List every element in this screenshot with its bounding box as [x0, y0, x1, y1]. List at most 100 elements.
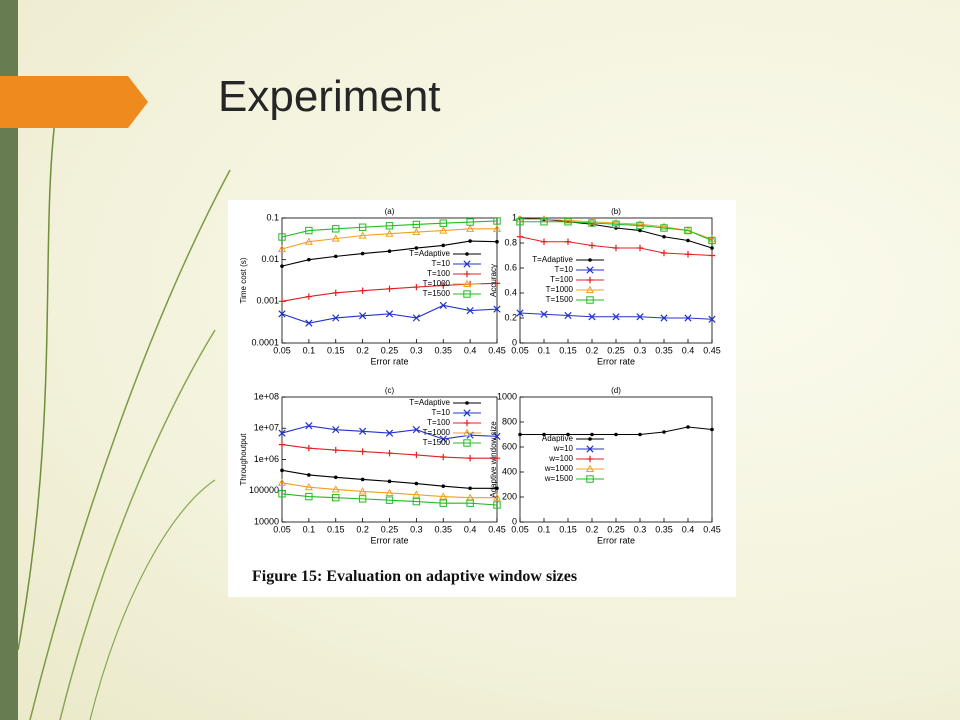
marker — [278, 233, 286, 241]
marker — [439, 435, 447, 443]
marker — [587, 217, 597, 225]
x-tick-label: 0.35 — [655, 345, 673, 355]
y-tick-label: 1e+06 — [254, 454, 279, 464]
x-tick-label: 0.05 — [273, 345, 291, 355]
figure-caption: Figure 15: Evaluation on adaptive window… — [252, 568, 578, 585]
legend-label: T=10 — [432, 259, 451, 268]
marker — [662, 234, 666, 239]
marker — [495, 486, 499, 491]
legend-label: T=1000 — [423, 428, 451, 437]
marker — [635, 220, 645, 228]
x-tick-label: 0.35 — [434, 524, 452, 534]
side-bar — [0, 0, 18, 720]
marker — [590, 432, 594, 437]
marker — [412, 497, 421, 506]
marker — [305, 444, 313, 452]
marker — [540, 218, 548, 226]
marker — [493, 217, 501, 225]
y-axis-label: Accuracy — [489, 264, 498, 297]
legend-label: T=100 — [427, 418, 450, 427]
marker — [439, 492, 448, 500]
title-arrow — [0, 76, 148, 128]
marker — [707, 235, 717, 243]
marker — [708, 236, 716, 245]
marker — [463, 290, 471, 298]
legend-label: T=1500 — [423, 289, 451, 298]
y-axis-label: Time cost (s) — [239, 257, 248, 303]
marker — [614, 432, 618, 437]
marker — [660, 224, 668, 232]
marker — [564, 311, 572, 320]
marker — [585, 464, 595, 473]
marker — [462, 428, 472, 437]
marker — [468, 486, 472, 491]
marker — [638, 432, 642, 437]
marker — [385, 310, 394, 318]
y-tick-label: 800 — [502, 416, 517, 426]
marker — [466, 455, 474, 462]
plot-frame — [519, 217, 713, 344]
marker — [414, 246, 419, 250]
marker — [660, 249, 668, 257]
marker — [492, 224, 502, 232]
marker — [684, 251, 692, 258]
marker — [463, 260, 471, 268]
marker — [386, 449, 393, 457]
x-tick-label: 0.4 — [682, 345, 695, 355]
marker — [305, 293, 313, 300]
legend-label: T=Adaptive — [409, 398, 450, 407]
marker — [441, 484, 446, 488]
marker — [466, 224, 475, 232]
marker — [636, 221, 644, 230]
marker — [412, 314, 420, 322]
marker — [387, 249, 392, 253]
marker — [684, 226, 692, 235]
marker — [280, 264, 284, 268]
marker — [465, 401, 469, 405]
marker — [586, 276, 594, 284]
x-tick-label: 0.3 — [410, 524, 423, 534]
y-tick-label: 0 — [512, 337, 517, 347]
x-tick-label: 0.3 — [410, 345, 423, 355]
x-tick-label: 0.05 — [511, 524, 529, 534]
deco-curve — [29, 169, 231, 720]
marker — [280, 468, 284, 473]
y-tick-label: 0.2 — [504, 312, 517, 322]
marker — [684, 314, 692, 322]
chart-title: (a) — [385, 207, 395, 216]
x-tick-label: 0.45 — [703, 524, 721, 534]
marker — [588, 242, 596, 249]
marker — [413, 451, 420, 459]
marker — [588, 437, 592, 441]
marker — [441, 243, 446, 248]
y-tick-label: 0.01 — [261, 254, 279, 264]
marker — [463, 409, 471, 417]
x-tick-label: 0.05 — [511, 345, 529, 355]
marker — [564, 218, 572, 226]
figure: (a) Error rate Time cost (s) 0.05 0.1 0.15 0.2… — [228, 200, 736, 597]
x-tick-label: 0.2 — [586, 345, 599, 355]
y-axis-label: Adaptive window size — [489, 421, 498, 498]
marker — [439, 226, 448, 234]
marker — [307, 257, 311, 262]
marker — [332, 289, 339, 297]
marker — [466, 306, 474, 315]
x-tick-label: 0.3 — [634, 524, 647, 534]
marker — [518, 432, 522, 437]
y-tick-label: 100000 — [249, 485, 279, 495]
marker — [385, 488, 394, 497]
marker — [710, 427, 714, 432]
series-line — [520, 221, 713, 242]
series-line — [281, 469, 497, 489]
marker — [659, 222, 669, 230]
marker — [440, 282, 447, 289]
marker — [516, 233, 524, 240]
marker — [563, 216, 573, 224]
y-tick-label: 1000 — [497, 391, 517, 401]
marker — [588, 219, 596, 227]
marker — [305, 226, 313, 235]
x-tick-label: 0.15 — [327, 345, 345, 355]
marker — [686, 238, 690, 243]
marker — [588, 258, 592, 262]
